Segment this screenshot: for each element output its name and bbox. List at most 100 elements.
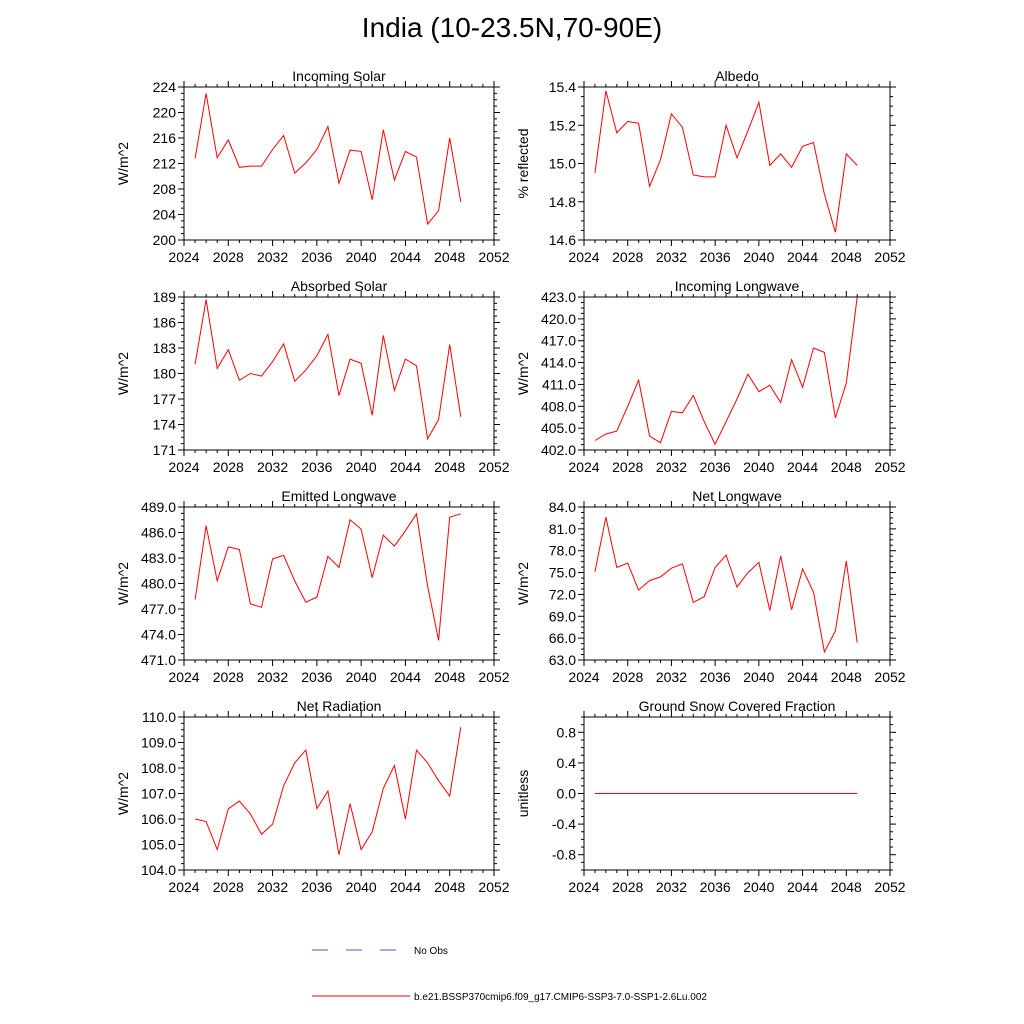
x-tick-label: 2052	[874, 459, 905, 475]
y-tick-label: 174	[153, 417, 177, 433]
data-point	[194, 818, 197, 821]
data-point	[426, 585, 429, 588]
data-point	[845, 792, 848, 795]
x-tick-label: 2036	[700, 669, 731, 685]
y-tick-label: 108.0	[141, 760, 176, 776]
y-tick-label: 15.2	[549, 117, 576, 133]
y-tick-label: 69.0	[549, 608, 576, 624]
plot-frame	[583, 86, 891, 241]
data-point	[615, 430, 618, 433]
data-point	[238, 548, 241, 551]
y-tick-label: 104.0	[141, 862, 176, 878]
data-point	[227, 545, 230, 548]
data-point	[315, 354, 318, 357]
data-point	[371, 198, 374, 201]
data-point	[194, 598, 197, 601]
data-point	[371, 414, 374, 417]
data-point	[746, 792, 749, 795]
data-point	[593, 792, 596, 795]
data-point	[692, 173, 695, 176]
y-tick-label: -0.8	[552, 847, 576, 863]
data-point	[856, 641, 859, 644]
y-tick-label: 486.0	[141, 525, 176, 541]
data-point	[382, 334, 385, 337]
y-tick-label: 0.0	[557, 786, 577, 802]
data-point	[823, 792, 826, 795]
data-point	[593, 570, 596, 573]
data-point	[260, 833, 263, 836]
x-tick-label: 2040	[743, 459, 774, 475]
data-point	[768, 384, 771, 387]
y-tick-label: 408.0	[541, 398, 576, 414]
x-tick-label: 2048	[831, 669, 862, 685]
data-point	[670, 792, 673, 795]
data-point	[790, 608, 793, 611]
data-point	[725, 792, 728, 795]
data-point	[812, 141, 815, 144]
data-point	[626, 405, 629, 408]
data-point	[459, 726, 462, 729]
data-point	[801, 386, 804, 389]
data-point	[736, 156, 739, 159]
y-tick-label: 0.8	[557, 724, 577, 740]
y-tick-label: 78.0	[549, 543, 576, 559]
x-tick-label: 2028	[612, 669, 643, 685]
data-point	[404, 529, 407, 532]
data-point	[626, 120, 629, 123]
y-tick-label: 177	[153, 391, 177, 407]
data-point	[746, 373, 749, 376]
data-point	[703, 595, 706, 598]
y-tick-label: 14.6	[549, 232, 576, 248]
panel-5: Emitted Longwave W/m^2 2024 2028 2032 2036 204…	[115, 488, 510, 685]
data-point	[604, 516, 607, 519]
y-axis-label: unitless	[515, 770, 531, 817]
data-point	[812, 347, 815, 350]
panel-7: Net Radiation W/m^2 2024 2028 2032 2036 2040 20…	[115, 698, 510, 895]
data-point	[659, 158, 662, 161]
data-point	[393, 545, 396, 548]
y-axis-label: W/m^2	[115, 562, 131, 605]
data-point	[415, 364, 418, 367]
data-point	[293, 380, 296, 383]
data-point	[593, 172, 596, 175]
panel-title: Ground Snow Covered Fraction	[639, 698, 836, 714]
data-point	[736, 792, 739, 795]
data-point	[238, 800, 241, 803]
page-title: India (10-23.5N,70-90E)	[361, 12, 663, 43]
x-tick-label: 2032	[656, 669, 687, 685]
data-point	[404, 150, 407, 153]
x-tick-label: 2044	[390, 459, 421, 475]
legend-obs-label: No Obs	[414, 946, 448, 957]
data-point	[437, 418, 440, 421]
data-point	[216, 367, 219, 370]
x-tick-label: 2048	[434, 459, 465, 475]
panel-title: Net Longwave	[692, 488, 782, 504]
data-point	[648, 435, 651, 438]
data-point	[648, 185, 651, 188]
x-tick-label: 2024	[568, 249, 599, 265]
data-point	[801, 567, 804, 570]
data-point	[282, 784, 285, 787]
data-point	[393, 389, 396, 392]
data-point	[448, 516, 451, 519]
y-axis-label: W/m^2	[515, 352, 531, 395]
y-tick-label: 483.0	[141, 550, 176, 566]
y-axis-label: W/m^2	[515, 562, 531, 605]
x-tick-label: 2024	[168, 249, 199, 265]
y-tick-label: 423.0	[541, 289, 576, 305]
y-tick-label: 474.0	[141, 627, 176, 643]
data-point	[823, 351, 826, 354]
data-point	[315, 807, 318, 810]
data-point	[437, 639, 440, 642]
data-point	[757, 101, 760, 104]
y-tick-label: 84.0	[549, 499, 576, 515]
x-tick-label: 2028	[213, 249, 244, 265]
data-point	[338, 853, 341, 856]
data-point	[338, 566, 341, 569]
data-point	[703, 420, 706, 423]
panel-title: Incoming Longwave	[675, 278, 800, 294]
data-point	[349, 149, 352, 152]
y-tick-label: 477.0	[141, 601, 176, 617]
data-point	[714, 566, 717, 569]
data-point	[812, 792, 815, 795]
